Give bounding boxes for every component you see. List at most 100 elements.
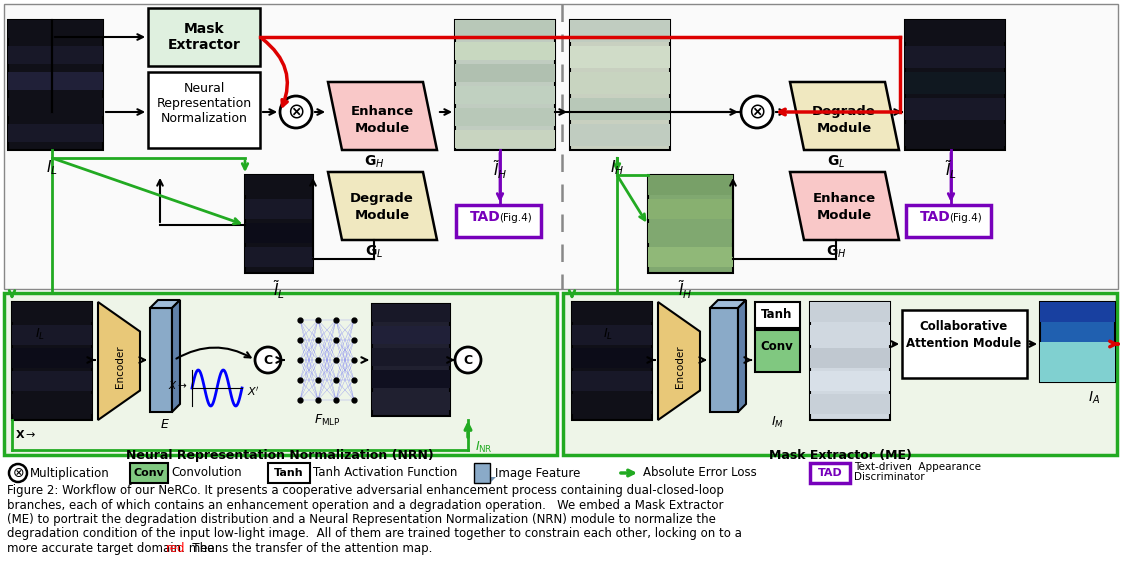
- Text: Encoder: Encoder: [675, 345, 686, 388]
- Bar: [572, 371, 652, 391]
- Bar: [373, 370, 450, 388]
- Bar: [649, 199, 733, 219]
- Bar: [245, 247, 313, 267]
- Text: Tanh Activation Function: Tanh Activation Function: [313, 467, 458, 480]
- Text: Neural: Neural: [183, 82, 224, 95]
- Text: red: red: [166, 542, 185, 555]
- Text: Extractor: Extractor: [167, 38, 240, 52]
- Text: $I_L$: $I_L$: [35, 327, 45, 342]
- Text: Collaborative: Collaborative: [920, 320, 1009, 333]
- Bar: [570, 72, 670, 94]
- Text: Degrade: Degrade: [350, 192, 414, 205]
- Text: means the transfer of the attention map.: means the transfer of the attention map.: [185, 542, 432, 555]
- Bar: [8, 98, 103, 116]
- Bar: [572, 394, 652, 414]
- Bar: [572, 348, 652, 368]
- Text: $I_M$: $I_M$: [771, 415, 783, 430]
- Text: Module: Module: [355, 122, 410, 135]
- Bar: [905, 205, 991, 237]
- Bar: [755, 330, 800, 372]
- Polygon shape: [738, 300, 746, 412]
- Bar: [570, 124, 670, 146]
- Text: $\mathbf{G}_H$: $\mathbf{G}_H$: [826, 244, 846, 260]
- Bar: [563, 293, 1118, 455]
- Bar: [456, 130, 555, 148]
- Text: Tanh: Tanh: [274, 468, 304, 478]
- Bar: [456, 42, 555, 60]
- Polygon shape: [328, 172, 436, 240]
- Bar: [4, 4, 1118, 289]
- Text: $X\rightarrow$: $X\rightarrow$: [168, 379, 188, 391]
- Text: Attention Module: Attention Module: [907, 337, 1022, 350]
- Bar: [373, 326, 450, 344]
- Text: branches, each of which contains an enhancement operation and a degradation oper: branches, each of which contains an enha…: [7, 498, 724, 511]
- Text: Mask: Mask: [184, 22, 224, 36]
- Text: $I_L$: $I_L$: [46, 158, 58, 177]
- Bar: [373, 304, 450, 416]
- Bar: [148, 8, 260, 66]
- Bar: [572, 325, 652, 345]
- Bar: [12, 302, 92, 322]
- Text: Absolute Error Loss: Absolute Error Loss: [643, 467, 756, 480]
- Bar: [570, 98, 670, 120]
- Bar: [810, 371, 890, 391]
- Bar: [570, 20, 670, 42]
- Bar: [570, 20, 670, 150]
- Text: Module: Module: [355, 209, 410, 222]
- Polygon shape: [790, 172, 899, 240]
- Text: Encoder: Encoder: [114, 345, 125, 388]
- Text: Enhance: Enhance: [350, 105, 414, 118]
- Bar: [373, 304, 450, 322]
- Text: Module: Module: [817, 122, 872, 135]
- Circle shape: [255, 347, 280, 373]
- Bar: [902, 310, 1027, 378]
- Bar: [8, 124, 103, 142]
- Polygon shape: [790, 82, 899, 150]
- Polygon shape: [710, 308, 738, 412]
- Bar: [373, 348, 450, 366]
- Bar: [4, 293, 557, 455]
- Bar: [12, 371, 92, 391]
- Text: (ME) to portrait the degradation distribution and a Neural Representation Normal: (ME) to portrait the degradation distrib…: [7, 513, 716, 526]
- Polygon shape: [172, 300, 180, 412]
- Bar: [1040, 342, 1115, 382]
- Text: $\tilde{I}_L$: $\tilde{I}_L$: [945, 158, 957, 181]
- Bar: [649, 247, 733, 267]
- Bar: [245, 175, 313, 273]
- Text: Figure 2: Workflow of our NeRCo. It presents a cooperative adversarial enhanceme: Figure 2: Workflow of our NeRCo. It pres…: [7, 484, 724, 497]
- Bar: [755, 302, 800, 328]
- Text: $X'$: $X'$: [247, 386, 260, 399]
- Text: Enhance: Enhance: [812, 192, 875, 205]
- Bar: [649, 175, 733, 195]
- Polygon shape: [473, 463, 490, 483]
- Bar: [810, 302, 890, 420]
- Text: $\mathbf{G}_H$: $\mathbf{G}_H$: [364, 154, 385, 171]
- Text: $\tilde{I}_H$: $\tilde{I}_H$: [678, 278, 692, 301]
- Text: Discriminator: Discriminator: [854, 472, 925, 482]
- Bar: [1040, 302, 1115, 382]
- Bar: [12, 302, 92, 420]
- Text: Normalization: Normalization: [160, 112, 248, 125]
- Bar: [245, 175, 313, 195]
- Text: Text-driven  Appearance: Text-driven Appearance: [854, 462, 981, 472]
- Bar: [456, 86, 555, 104]
- Bar: [572, 302, 652, 420]
- Text: Representation: Representation: [156, 97, 251, 110]
- Polygon shape: [710, 300, 746, 308]
- Bar: [12, 325, 92, 345]
- Bar: [905, 46, 1005, 68]
- Bar: [456, 205, 541, 237]
- Bar: [456, 20, 555, 150]
- Bar: [905, 124, 1005, 146]
- Bar: [810, 463, 850, 483]
- Bar: [649, 175, 733, 273]
- Text: $\otimes$: $\otimes$: [748, 102, 766, 122]
- Text: more accurate target domain.  The: more accurate target domain. The: [7, 542, 218, 555]
- Text: TAD: TAD: [818, 468, 843, 478]
- Bar: [8, 46, 103, 64]
- Bar: [268, 463, 310, 483]
- Polygon shape: [150, 300, 180, 308]
- Text: Conv: Conv: [761, 340, 793, 353]
- Bar: [1040, 302, 1115, 322]
- Bar: [810, 348, 890, 368]
